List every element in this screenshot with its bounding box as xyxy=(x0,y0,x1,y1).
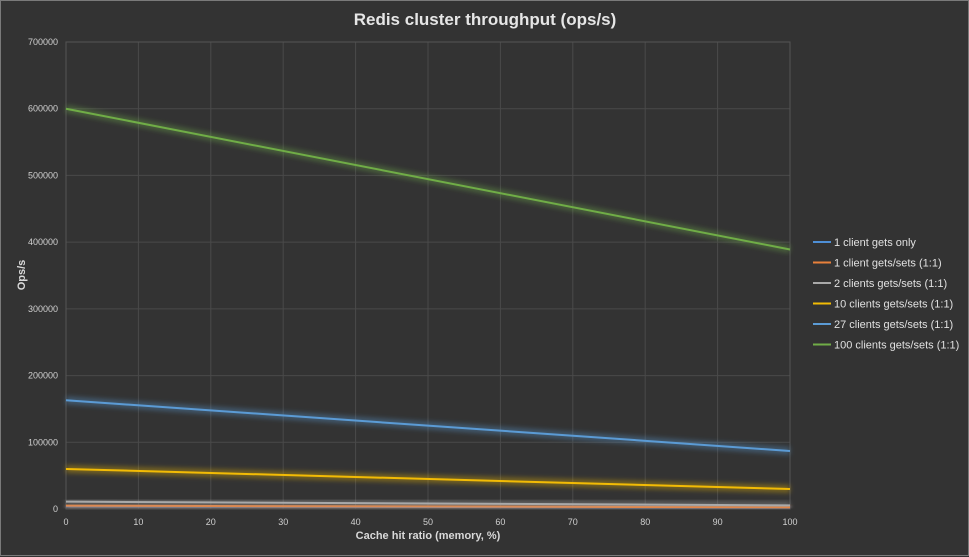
x-tick-label: 100 xyxy=(782,517,797,527)
series-line-3 xyxy=(65,500,791,507)
y-tick-label: 0 xyxy=(53,504,58,514)
y-tick-label: 200000 xyxy=(28,371,58,381)
x-tick-label: 80 xyxy=(640,517,650,527)
legend-entry: 27 clients gets/sets (1:1) xyxy=(834,319,953,331)
y-axis-label: Ops/s xyxy=(16,260,28,291)
x-tick-label: 50 xyxy=(423,517,433,527)
y-tick-label: 300000 xyxy=(28,304,58,314)
x-tick-label: 40 xyxy=(351,517,361,527)
y-tick-label: 600000 xyxy=(28,104,58,114)
y-tick-label: 100000 xyxy=(28,437,58,447)
legend-entry: 1 client gets only xyxy=(834,237,916,249)
x-axis-label: Cache hit ratio (memory, %) xyxy=(356,530,501,542)
x-tick-label: 90 xyxy=(713,517,723,527)
x-tick-label: 70 xyxy=(568,517,578,527)
legend-entry: 2 clients gets/sets (1:1) xyxy=(834,278,947,290)
y-tick-label: 400000 xyxy=(28,237,58,247)
legend: 1 client gets only 1 client gets/sets (1:… xyxy=(813,237,959,352)
legend-entry: 10 clients gets/sets (1:1) xyxy=(834,299,953,311)
x-axis-ticks: 0 10 20 30 40 50 60 70 80 90 100 xyxy=(63,517,797,527)
series-lines xyxy=(65,104,791,512)
y-tick-label: 500000 xyxy=(28,170,58,180)
x-tick-label: 20 xyxy=(206,517,216,527)
legend-entry: 1 client gets/sets (1:1) xyxy=(834,258,942,270)
series-line-5 xyxy=(65,399,791,452)
legend-entry: 100 clients gets/sets (1:1) xyxy=(834,340,959,352)
x-tick-label: 0 xyxy=(63,517,68,527)
y-axis-ticks: 0 100000 200000 300000 400000 500000 600000 700… xyxy=(28,37,58,514)
grid xyxy=(65,41,791,510)
y-tick-label: 700000 xyxy=(28,37,58,47)
x-tick-label: 30 xyxy=(278,517,288,527)
chart-title: Redis cluster throughput (ops/s) xyxy=(354,10,617,29)
series-line-6 xyxy=(65,107,791,251)
x-tick-label: 10 xyxy=(133,517,143,527)
x-tick-label: 60 xyxy=(495,517,505,527)
series-line-4 xyxy=(65,467,791,490)
